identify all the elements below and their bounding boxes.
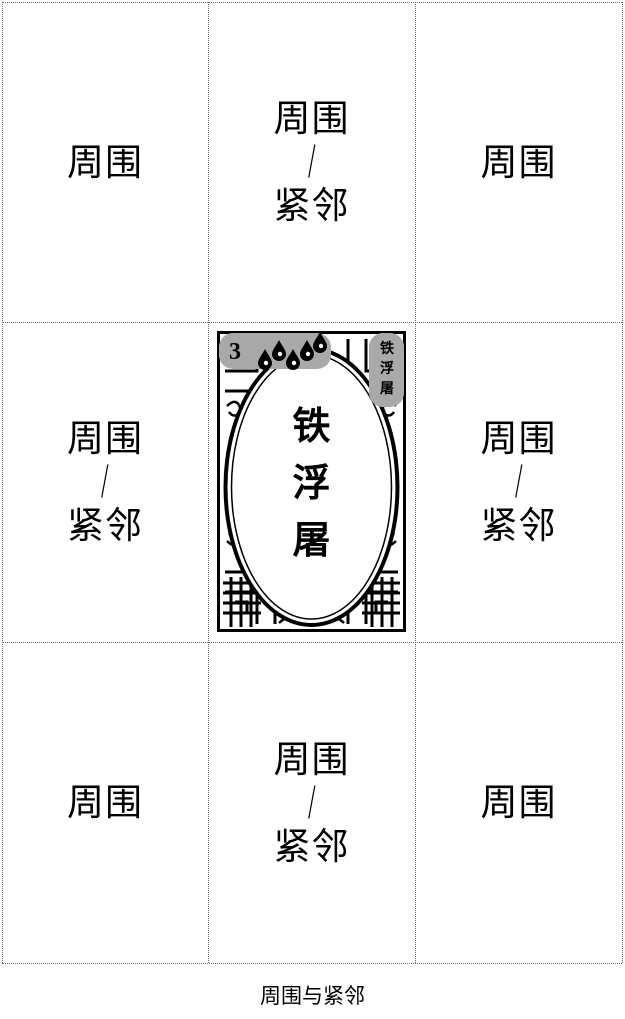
drop-highlight: [291, 360, 297, 366]
unit-card: 3 铁 浮 屠 铁 浮 屠: [217, 331, 406, 632]
card-title-char: 屠: [292, 518, 330, 562]
cell-bottom-left: 周围: [2, 642, 208, 963]
surrounding-label: 周围: [273, 97, 350, 140]
lattice-grid-bottom-left: [223, 577, 261, 627]
drop-highlight: [305, 351, 311, 357]
surrounding-label: 周围: [480, 781, 557, 824]
grid-line: [2, 322, 622, 323]
adjacent-label: 紧邻: [67, 504, 143, 547]
water-drop-icon: [300, 340, 314, 361]
cell-top-left: 周围: [2, 2, 208, 322]
grid-line: [415, 2, 416, 963]
cell-mid-left: 周围 / 紧邻: [2, 322, 208, 642]
drop-highlight: [263, 360, 269, 366]
cost-value: 3: [229, 339, 241, 365]
lattice-grid-bottom-right: [362, 577, 400, 627]
drop-highlight: [318, 343, 324, 349]
label-stack: 周围 / 紧邻: [274, 741, 350, 865]
water-drop-icon: [313, 332, 327, 353]
surrounding-label: 周围: [480, 417, 557, 460]
label-stack: 周围 / 紧邻: [481, 420, 557, 544]
grid-line: [2, 2, 3, 963]
side-title-char: 屠: [380, 381, 394, 397]
adjacent-label: 紧邻: [273, 184, 350, 227]
drop-icons: [258, 332, 327, 370]
surrounding-label: 周围: [67, 781, 143, 824]
oval-frame-inner: [227, 351, 396, 623]
surrounding-label: 周围: [273, 737, 350, 781]
card-title-char: 浮: [292, 461, 330, 505]
cell-bottom-center: 周围 / 紧邻: [208, 642, 415, 963]
label-stack: 周围 / 紧邻: [67, 420, 143, 544]
separator: /: [307, 778, 316, 825]
surrounding-label: 周围: [480, 140, 557, 184]
grid-line: [622, 2, 623, 963]
card-title-char: 铁: [292, 404, 330, 448]
adjacent-label: 紧邻: [273, 824, 350, 868]
drop-highlight: [277, 351, 283, 357]
cell-top-center: 周围 / 紧邻: [208, 2, 415, 322]
figure-caption: 周围与紧邻: [260, 984, 365, 1008]
separator: /: [514, 458, 523, 504]
side-title-badge: [369, 333, 404, 407]
cell-mid-right: 周围 / 紧邻: [415, 322, 622, 642]
grid-line: [2, 963, 622, 964]
cell-top-right: 周围: [415, 2, 622, 322]
cell-bottom-right: 周围: [415, 642, 622, 963]
adjacent-label: 紧邻: [480, 504, 557, 547]
separator: /: [307, 138, 316, 184]
adjacency-grid: 周围 周围 / 紧邻 周围 周围 / 紧邻 周围 / 紧邻 周围 周围 / 紧邻: [2, 2, 623, 964]
grid-line: [2, 2, 622, 3]
water-drop-icon: [286, 349, 300, 370]
surrounding-label: 周围: [67, 140, 143, 184]
side-title-char: 浮: [380, 360, 394, 377]
separator: /: [100, 458, 110, 504]
side-title-char: 铁: [380, 340, 394, 357]
label-stack: 周围 / 紧邻: [274, 100, 350, 224]
grid-line: [2, 642, 622, 643]
water-drop-icon: [272, 340, 286, 361]
grid-line: [208, 2, 209, 963]
water-drop-icon: [258, 349, 272, 370]
surrounding-label: 周围: [67, 417, 143, 460]
